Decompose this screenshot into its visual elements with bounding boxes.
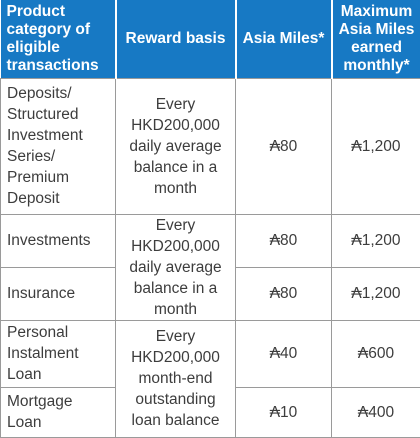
header-reward-basis: Reward basis (116, 0, 236, 78)
header-asia-miles: Asia Miles* (236, 0, 332, 78)
header-category: Product category of eligible transaction… (1, 0, 116, 78)
maximum-cell: ₳400 (332, 387, 420, 437)
asia-miles-cell: ₳40 (236, 320, 332, 387)
maximum-cell: ₳1,200 (332, 214, 420, 267)
category-cell: Insurance (1, 267, 116, 320)
maximum-cell: ₳600 (332, 320, 420, 387)
table-row: Personal Instalment Loan Every HKD200,00… (1, 320, 420, 387)
category-cell: Personal Instalment Loan (1, 320, 116, 387)
category-cell: Deposits/ Structured Investment Series/ … (1, 78, 116, 214)
table-body: Deposits/ Structured Investment Series/ … (1, 78, 420, 437)
asia-miles-cell: ₳80 (236, 78, 332, 214)
maximum-cell: ₳1,200 (332, 78, 420, 214)
asia-miles-cell: ₳80 (236, 267, 332, 320)
table-header: Product category of eligible transaction… (1, 0, 420, 78)
header-row: Product category of eligible transaction… (1, 0, 420, 78)
reward-basis-cell: Every HKD200,000 daily average balance i… (116, 78, 236, 214)
reward-basis-cell: Every HKD200,000 month-end outstanding l… (116, 320, 236, 437)
maximum-cell: ₳1,200 (332, 267, 420, 320)
asia-miles-cell: ₳10 (236, 387, 332, 437)
header-maximum-monthly: Maximum Asia Miles earned monthly* (332, 0, 420, 78)
table-row: Deposits/ Structured Investment Series/ … (1, 78, 420, 214)
category-cell: Investments (1, 214, 116, 267)
asia-miles-cell: ₳80 (236, 214, 332, 267)
reward-basis-cell: Every HKD200,000 daily average balance i… (116, 214, 236, 320)
table-row: Investments Every HKD200,000 daily avera… (1, 214, 420, 267)
category-cell: Mortgage Loan (1, 387, 116, 437)
